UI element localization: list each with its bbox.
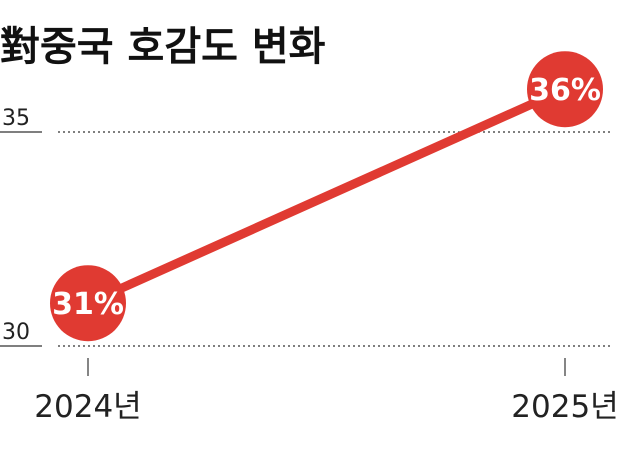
data-label-0: 31% (52, 287, 124, 322)
ytick-label-35: 35 (2, 106, 30, 131)
series-line (83, 84, 570, 308)
xtick-label-1: 2025년 (511, 389, 618, 425)
data-label-1: 36% (529, 73, 601, 108)
marks: 31% 36% (50, 51, 603, 342)
ytick-label-30: 30 (2, 320, 30, 345)
chart-title: 對중국 호감도 변화 (0, 24, 326, 70)
axes: 30 35 2024년 2025년 (0, 106, 619, 425)
xtick-label-0: 2024년 (34, 389, 141, 425)
data-point-0 (50, 265, 126, 342)
data-point-1 (527, 51, 603, 128)
